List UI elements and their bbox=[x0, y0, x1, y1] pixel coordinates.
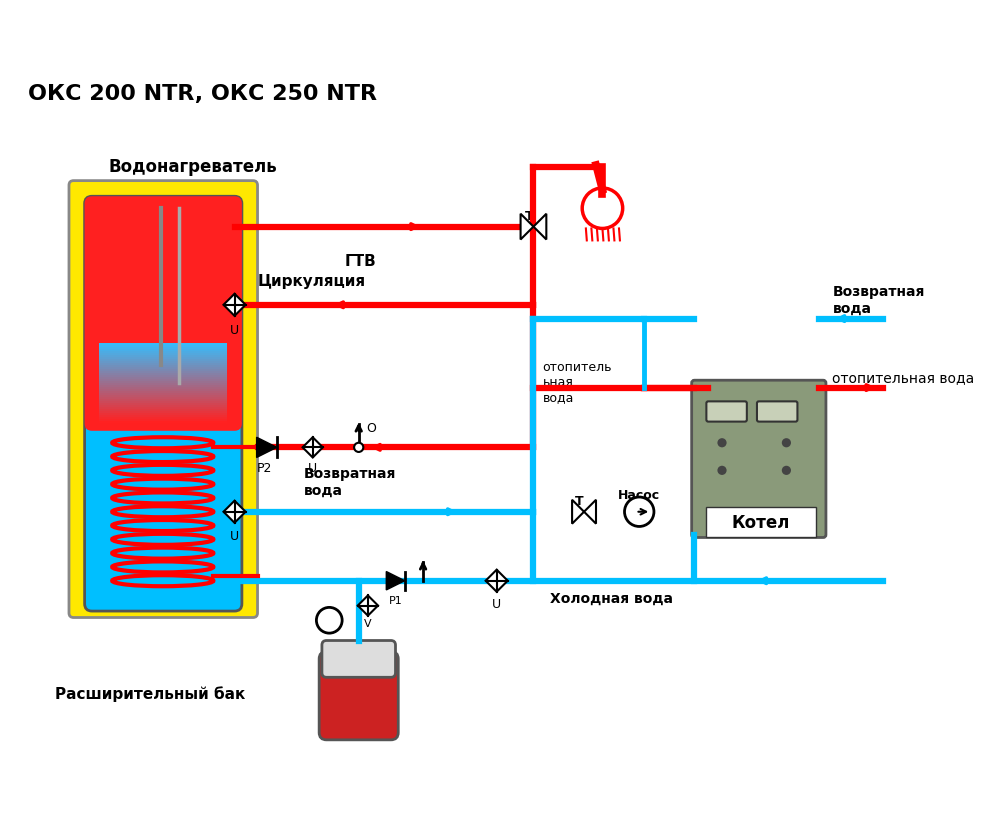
Text: V: V bbox=[364, 620, 372, 630]
Circle shape bbox=[354, 443, 363, 452]
Polygon shape bbox=[521, 214, 533, 239]
Polygon shape bbox=[257, 437, 277, 458]
Bar bbox=[99, 378, 227, 379]
Text: ОКС 200 NTR, ОКС 250 NTR: ОКС 200 NTR, ОКС 250 NTR bbox=[28, 84, 377, 104]
Polygon shape bbox=[486, 570, 508, 592]
Polygon shape bbox=[572, 500, 584, 524]
Polygon shape bbox=[387, 571, 404, 590]
Bar bbox=[99, 379, 227, 381]
Bar bbox=[99, 421, 227, 424]
Bar bbox=[99, 399, 227, 401]
Bar bbox=[99, 358, 227, 359]
Polygon shape bbox=[223, 500, 246, 523]
Text: U: U bbox=[230, 324, 239, 337]
Bar bbox=[99, 371, 227, 374]
Text: T: T bbox=[575, 495, 584, 508]
Polygon shape bbox=[358, 595, 378, 615]
Polygon shape bbox=[303, 437, 323, 458]
Bar bbox=[99, 368, 227, 369]
FancyBboxPatch shape bbox=[319, 651, 399, 740]
Circle shape bbox=[782, 465, 791, 475]
Bar bbox=[99, 388, 227, 389]
Bar bbox=[99, 361, 227, 364]
FancyBboxPatch shape bbox=[692, 380, 826, 537]
Text: Расширительный бак: Расширительный бак bbox=[55, 686, 245, 701]
Text: U: U bbox=[230, 530, 239, 543]
Bar bbox=[99, 394, 227, 395]
FancyBboxPatch shape bbox=[85, 196, 242, 431]
Text: отопительная вода: отопительная вода bbox=[832, 371, 974, 385]
Bar bbox=[99, 369, 227, 371]
Polygon shape bbox=[223, 294, 246, 316]
Bar bbox=[99, 355, 227, 358]
Bar bbox=[99, 391, 227, 394]
Bar bbox=[99, 381, 227, 384]
Bar bbox=[99, 398, 227, 399]
Bar bbox=[99, 389, 227, 391]
Text: ГТВ: ГТВ bbox=[345, 254, 377, 269]
Text: Холодная вода: Холодная вода bbox=[550, 592, 673, 606]
Bar bbox=[99, 354, 227, 355]
Circle shape bbox=[625, 497, 654, 526]
Text: U: U bbox=[492, 598, 501, 611]
Bar bbox=[99, 345, 227, 348]
Text: P2: P2 bbox=[256, 462, 272, 475]
Text: Возвратная
вода: Возвратная вода bbox=[832, 285, 925, 315]
FancyBboxPatch shape bbox=[322, 641, 396, 677]
Bar bbox=[99, 405, 227, 408]
Text: отопитель
ьная
вода: отопитель ьная вода bbox=[542, 361, 612, 404]
Text: Возвратная
вода: Возвратная вода bbox=[303, 467, 396, 497]
Text: Водонагреватель: Водонагреватель bbox=[108, 158, 277, 176]
Bar bbox=[99, 364, 227, 365]
FancyBboxPatch shape bbox=[707, 401, 747, 422]
Bar bbox=[99, 409, 227, 411]
FancyBboxPatch shape bbox=[757, 401, 797, 422]
Bar bbox=[99, 374, 227, 375]
Bar bbox=[99, 411, 227, 414]
Text: Циркуляция: Циркуляция bbox=[258, 274, 366, 289]
Bar bbox=[99, 420, 227, 421]
Bar bbox=[99, 359, 227, 361]
Bar bbox=[99, 414, 227, 415]
Bar bbox=[99, 375, 227, 378]
FancyBboxPatch shape bbox=[707, 507, 816, 536]
Text: M: M bbox=[324, 615, 335, 626]
Bar bbox=[99, 401, 227, 404]
Bar bbox=[99, 351, 227, 354]
Text: U: U bbox=[308, 462, 317, 475]
Circle shape bbox=[717, 465, 726, 475]
Text: Котел: Котел bbox=[731, 514, 790, 532]
Text: T: T bbox=[524, 210, 533, 223]
Bar bbox=[99, 418, 227, 420]
Bar bbox=[99, 349, 227, 351]
Circle shape bbox=[717, 438, 726, 447]
Bar bbox=[99, 348, 227, 349]
Text: P1: P1 bbox=[389, 596, 402, 606]
Bar bbox=[99, 408, 227, 409]
Polygon shape bbox=[533, 214, 546, 239]
FancyBboxPatch shape bbox=[85, 196, 242, 611]
Bar bbox=[99, 395, 227, 398]
Bar bbox=[99, 384, 227, 385]
FancyBboxPatch shape bbox=[69, 181, 258, 617]
Bar bbox=[99, 365, 227, 368]
Bar bbox=[99, 344, 227, 345]
Bar bbox=[99, 404, 227, 405]
Bar bbox=[99, 385, 227, 388]
Text: Насос: Насос bbox=[618, 489, 660, 502]
Bar bbox=[99, 415, 227, 418]
Circle shape bbox=[317, 607, 342, 633]
Polygon shape bbox=[584, 500, 596, 524]
Circle shape bbox=[782, 438, 791, 447]
Text: O: O bbox=[366, 423, 376, 435]
